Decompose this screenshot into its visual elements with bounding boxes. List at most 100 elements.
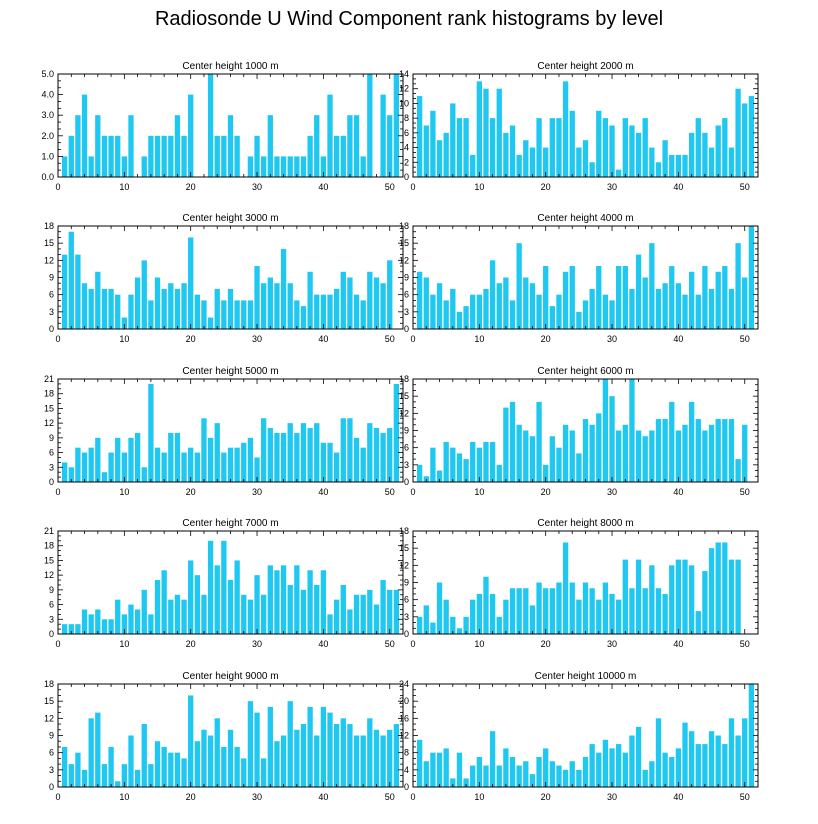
histogram-bar	[536, 294, 542, 329]
histogram-panel-10: Center height 10000 m 0 10 20 30 40 50 0 4 8 12 16 2…	[399, 671, 759, 802]
y-tick-label: 0	[404, 172, 409, 182]
histogram-bar	[669, 154, 675, 177]
histogram-bar	[101, 288, 108, 329]
histogram-bar	[556, 765, 562, 787]
x-tick-label: 10	[474, 792, 484, 802]
histogram-bar	[556, 447, 562, 482]
histogram-bar	[582, 582, 589, 634]
histogram-bar	[476, 756, 482, 787]
histogram-bar	[353, 294, 360, 329]
histogram-bar	[649, 430, 655, 482]
histogram-bar	[294, 565, 300, 634]
histogram-bar	[562, 271, 569, 329]
histogram-bar	[529, 147, 536, 177]
histogram-bar	[655, 162, 662, 177]
histogram-bar	[274, 156, 280, 177]
histogram-bar	[194, 575, 200, 634]
histogram-bar	[503, 599, 509, 634]
histogram-bar	[728, 718, 735, 787]
y-tick-label: 18	[44, 541, 54, 551]
x-tick-label: 0	[55, 487, 60, 497]
histogram-bar	[682, 424, 688, 482]
histogram-bar	[267, 428, 273, 482]
histogram-bar	[221, 746, 227, 787]
histogram-bar	[430, 622, 436, 634]
histogram-bar	[609, 125, 615, 177]
histogram-bar	[261, 156, 267, 177]
histogram-panel-8: Center height 8000 m 0 10 20 30 40 50 0 3 6 9 12 15 1…	[399, 518, 759, 649]
histogram-bar	[88, 447, 94, 482]
histogram-bar	[393, 724, 400, 787]
histogram-bar	[194, 452, 200, 482]
histogram-bar	[201, 594, 207, 634]
histogram-panel-7: Center height 7000 m 0 10 20 30 40 50 0 3 6 9 12 15 1…	[44, 518, 404, 649]
histogram-bar	[327, 94, 333, 177]
histogram-bar	[154, 580, 161, 634]
histogram-bar	[360, 594, 366, 634]
histogram-bar	[483, 765, 489, 787]
x-tick-label: 20	[186, 639, 196, 649]
x-tick-label: 30	[252, 334, 262, 344]
histogram-bar	[675, 430, 682, 482]
y-tick-label: 12	[44, 255, 54, 265]
histogram-bar	[456, 311, 463, 329]
histogram-bar	[682, 294, 688, 329]
histogram-bar	[95, 712, 101, 787]
x-tick-label: 20	[541, 182, 551, 192]
histogram-bar	[81, 609, 88, 634]
histogram-bar	[221, 300, 227, 329]
histogram-bar	[320, 294, 327, 329]
x-tick-label: 30	[607, 792, 617, 802]
histogram-bar	[562, 424, 569, 482]
histogram-bar	[669, 756, 675, 787]
histogram-bar	[576, 453, 582, 482]
histogram-bar	[662, 593, 668, 634]
histogram-bar	[622, 266, 628, 329]
histogram-bar	[380, 94, 386, 177]
histogram-bar	[380, 735, 386, 787]
histogram-bar	[649, 243, 655, 329]
histogram-bar	[509, 125, 516, 177]
y-tick-label: 0	[404, 629, 409, 639]
y-tick-label: 9	[49, 433, 54, 443]
histogram-bar	[735, 88, 741, 177]
y-tick-label: 3	[404, 307, 409, 317]
x-tick-label: 40	[318, 639, 328, 649]
histogram-bar	[456, 453, 463, 482]
histogram-bar	[274, 570, 280, 634]
histogram-bar	[509, 756, 516, 787]
histogram-bar	[489, 118, 496, 177]
histogram-bar	[141, 156, 147, 177]
histogram-bar	[294, 432, 300, 482]
histogram-bar	[715, 271, 721, 329]
histogram-bar	[655, 588, 662, 634]
y-tick-label: 18	[44, 389, 54, 399]
y-tick-label: 3	[49, 307, 54, 317]
histogram-bar	[95, 609, 101, 634]
histogram-bar	[241, 758, 247, 787]
histogram-bar	[314, 294, 320, 329]
x-tick-label: 40	[318, 334, 328, 344]
histogram-bar	[529, 605, 536, 634]
histogram-bar	[300, 423, 307, 482]
histogram-bar	[423, 125, 429, 177]
histogram-bar	[174, 288, 181, 329]
histogram-bar	[227, 580, 234, 634]
histogram-bar	[602, 118, 609, 177]
histogram-bar	[373, 277, 380, 329]
y-tick-label: 0	[49, 477, 54, 487]
histogram-bar	[115, 294, 121, 329]
x-tick-label: 50	[385, 182, 395, 192]
x-tick-label: 50	[385, 792, 395, 802]
histogram-bar	[387, 260, 393, 329]
y-tick-label: 3	[404, 460, 409, 470]
histogram-bar	[543, 266, 549, 329]
histogram-bar	[695, 744, 701, 787]
y-tick-label: 3	[404, 612, 409, 622]
histogram-bar	[742, 103, 748, 177]
panel-title: Center height 2000 m	[537, 61, 633, 72]
histogram-bar	[141, 589, 147, 634]
histogram-bar	[221, 452, 227, 482]
x-tick-label: 40	[673, 639, 683, 649]
histogram-bar	[340, 135, 346, 177]
